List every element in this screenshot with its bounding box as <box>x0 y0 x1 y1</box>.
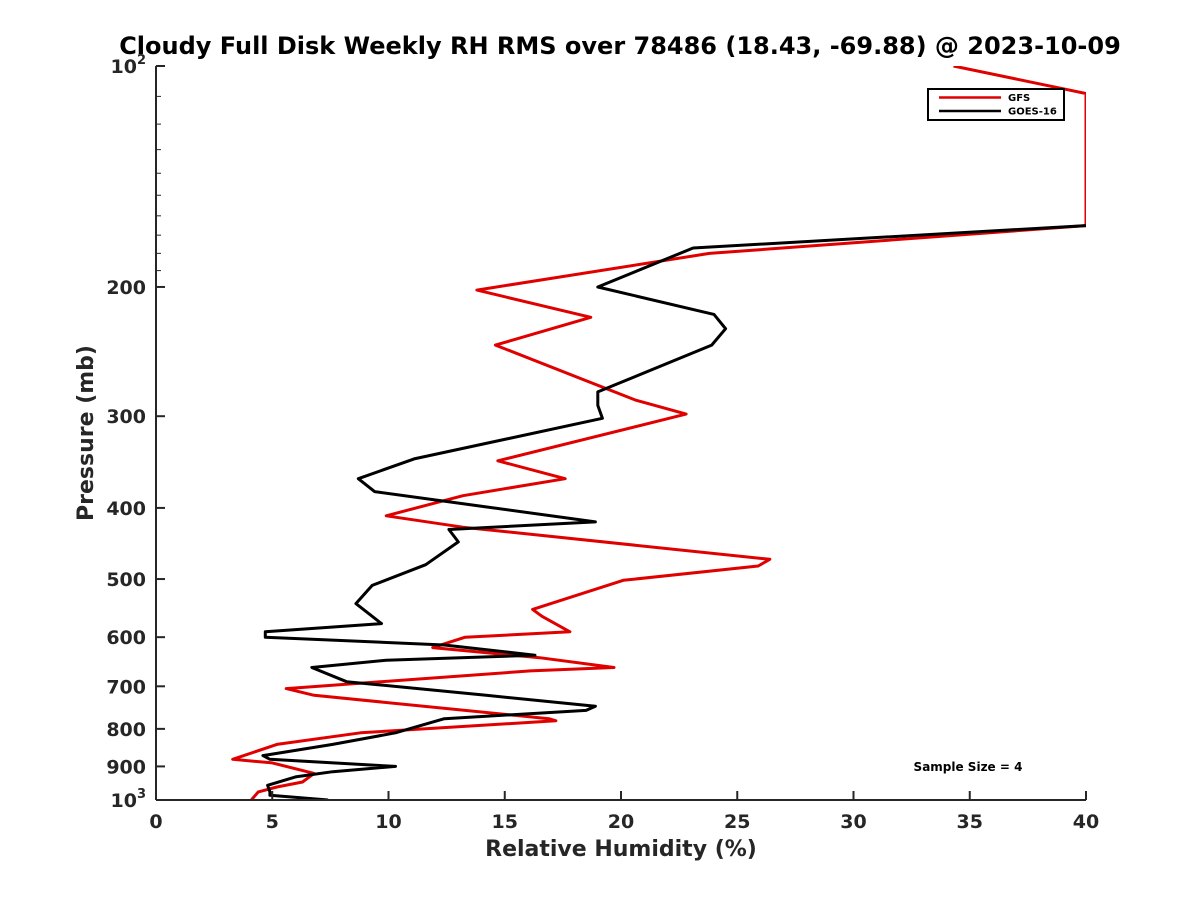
y-tick-label: 600 <box>106 627 146 649</box>
y-tick-label: 500 <box>106 569 146 591</box>
chart-title: Cloudy Full Disk Weekly RH RMS over 7848… <box>119 32 1121 60</box>
x-tick-label: 40 <box>1073 811 1099 833</box>
legend: GFS GOES-16 <box>927 88 1065 121</box>
y-axis-label: Pressure (mb) <box>74 345 99 521</box>
y-tick-label: 700 <box>106 676 146 698</box>
y-tick-label: 800 <box>106 719 146 741</box>
x-tick-label: 0 <box>149 811 162 833</box>
x-tick-label: 25 <box>724 811 750 833</box>
x-tick-label: 10 <box>375 811 401 833</box>
y-tick-label: 103 <box>111 787 147 812</box>
legend-box <box>927 88 1065 121</box>
x-tick-label: 35 <box>957 811 983 833</box>
y-tick-label: 900 <box>106 756 146 778</box>
y-tick-label: 400 <box>106 498 146 520</box>
x-axis-label: Relative Humidity (%) <box>485 837 757 862</box>
legend-label-gfs: GFS <box>1008 93 1030 104</box>
sample-size-annotation: Sample Size = 4 <box>914 760 1023 774</box>
x-tick-label: 30 <box>840 811 866 833</box>
axes: 0 5 10 15 20 25 30 35 40 102 200 300 400 500 600 700 800… <box>106 53 1099 833</box>
y-tick-label: 300 <box>106 406 146 428</box>
x-tick-label: 20 <box>608 811 634 833</box>
series-line-goes16 <box>261 224 1086 800</box>
y-tick-label: 200 <box>106 277 146 299</box>
legend-label-goes16: GOES-16 <box>1008 107 1057 118</box>
series-line-gfs <box>231 66 1086 800</box>
x-tick-label: 15 <box>492 811 518 833</box>
y-tick-label: 102 <box>111 53 147 78</box>
x-tick-label: 5 <box>266 811 279 833</box>
series-layer <box>231 66 1086 800</box>
